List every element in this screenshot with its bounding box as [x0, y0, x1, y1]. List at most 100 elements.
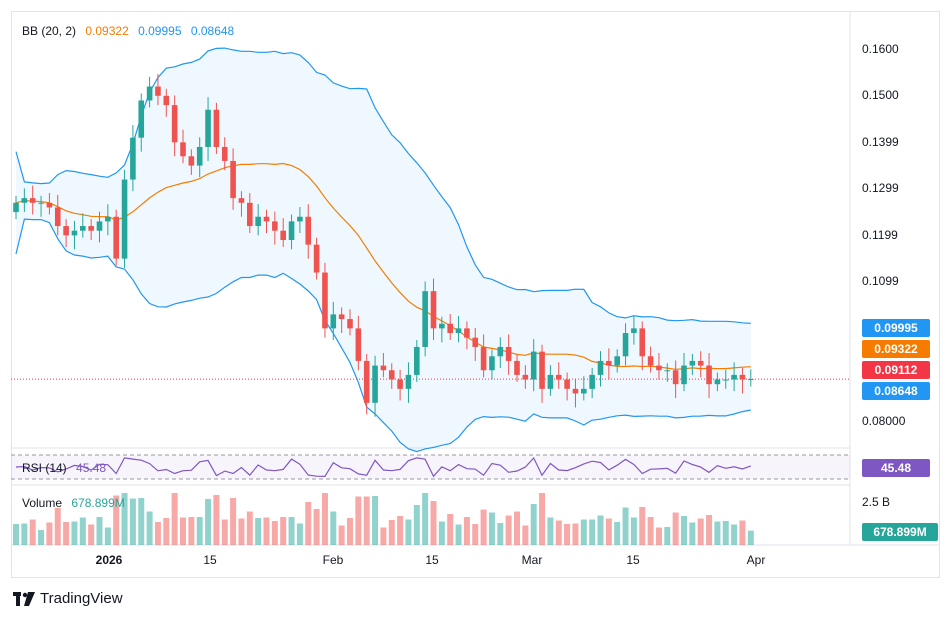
volume-bar [338, 525, 345, 545]
volume-bar [246, 511, 253, 545]
candle-body [263, 216, 270, 222]
candle-body [731, 374, 737, 380]
candle-body [714, 379, 721, 385]
volume-bar [697, 518, 704, 545]
candle-body [639, 328, 646, 357]
candle-body [347, 319, 353, 329]
candle-body [29, 198, 36, 203]
candle-body [530, 351, 537, 380]
volume-bar [372, 496, 379, 545]
candle-body [464, 328, 470, 338]
candle-body [614, 356, 620, 366]
volume-bar [547, 517, 554, 545]
candle-body [405, 374, 412, 389]
candle-body [372, 365, 378, 403]
candle-body [664, 370, 671, 372]
candle-body [480, 346, 487, 371]
volume-value: 678.899M [71, 496, 125, 510]
volume-bar [589, 519, 596, 545]
bb-mid-line [15, 162, 751, 370]
candle-body [572, 388, 579, 394]
volume-bar [664, 527, 671, 545]
candle-body [539, 351, 545, 389]
candle-body [689, 360, 696, 366]
bb-upper-value: 0.09995 [138, 24, 182, 38]
volume-bar [497, 523, 504, 545]
candle-body [555, 374, 562, 380]
volume-bar [113, 495, 120, 545]
candle-body [80, 226, 86, 231]
candle-body [230, 160, 236, 199]
candle-body [672, 370, 679, 385]
volume-bar [196, 517, 203, 545]
candle-body [113, 216, 119, 259]
bb-lower-value: 0.08648 [190, 24, 235, 38]
volume-bar [463, 517, 470, 545]
candle-body [96, 221, 103, 231]
volume-bar [271, 521, 278, 545]
candle-body [180, 142, 186, 157]
volume-bar [138, 498, 145, 545]
chart-frame[interactable] [11, 11, 940, 578]
volume-bar [180, 517, 186, 545]
time-tick: 15 [626, 553, 640, 567]
volume-bar [321, 493, 328, 545]
tradingview-logo[interactable]: TradingView [13, 590, 123, 607]
candle-body [46, 202, 53, 208]
volume-bar [213, 495, 220, 545]
candle-body [739, 374, 746, 380]
rsi-line [15, 456, 752, 478]
candle-body [280, 230, 286, 240]
last-price-tag: 0.09112 [862, 361, 930, 379]
volume-bar [355, 496, 362, 545]
volume-bar [96, 517, 103, 545]
candle-body [163, 95, 170, 106]
volume-bar [747, 530, 754, 545]
candle-body [38, 202, 44, 204]
candle-body [255, 216, 261, 227]
candle-body [489, 356, 495, 371]
volume-bar [614, 522, 621, 545]
candle-body [196, 146, 203, 166]
volume-bar [430, 501, 437, 545]
volume-legend: Volume 678.899M [22, 496, 131, 510]
rsi-tag: 45.48 [862, 459, 930, 477]
time-tick: 15 [425, 553, 439, 567]
candle-body [681, 365, 687, 385]
volume-bar [29, 519, 36, 545]
volume-bar [363, 496, 370, 545]
candle-body [272, 221, 278, 231]
candle-body [622, 333, 629, 357]
price-tick: 0.1399 [862, 135, 899, 149]
candle-body [706, 365, 712, 385]
volume-bar [296, 523, 303, 545]
candle-body [472, 337, 479, 347]
volume-bar [280, 517, 287, 545]
volume-bar [514, 511, 520, 545]
volume-bar [154, 522, 161, 545]
candle-body [414, 346, 420, 375]
volume-bar [380, 527, 387, 545]
candle-body [547, 374, 554, 389]
volume-bar [522, 525, 529, 545]
volume-bar [681, 516, 687, 545]
volume-bar [230, 498, 237, 545]
volume-bar [714, 521, 721, 545]
candle-body [380, 365, 387, 371]
candle-body [297, 216, 303, 222]
volume-bar [647, 517, 654, 545]
candle-body [313, 244, 320, 273]
bb-lower-line [15, 218, 751, 453]
volume-bar [480, 509, 487, 545]
volume-bar [564, 524, 571, 545]
volume-bar [305, 502, 312, 545]
rsi-value: 45.48 [76, 461, 107, 475]
volume-bar [706, 515, 713, 545]
volume-bar [21, 523, 28, 545]
time-tick: 15 [203, 553, 217, 567]
price-tick: 0.1600 [862, 42, 899, 56]
candle-body [631, 328, 637, 334]
mid-band-tag: 0.09322 [862, 340, 930, 358]
volume-bar [79, 517, 86, 545]
